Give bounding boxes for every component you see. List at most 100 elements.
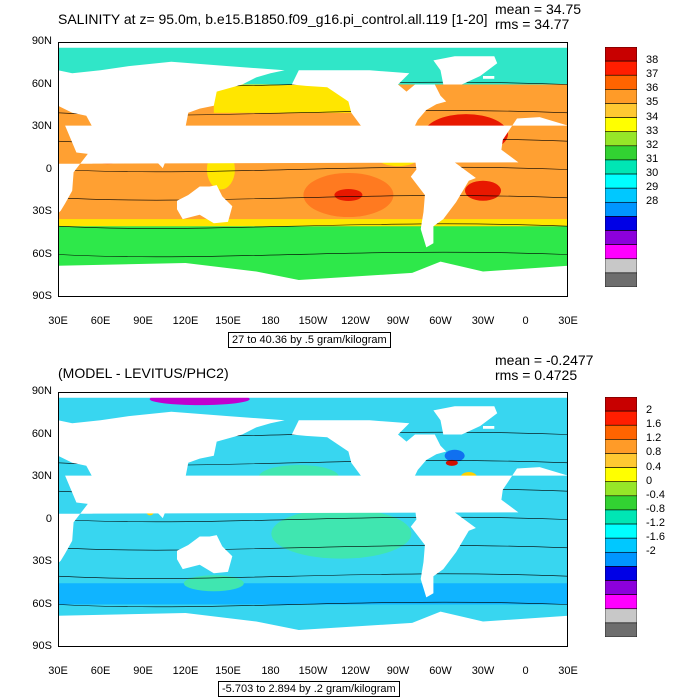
- colorbar-swatch: [605, 424, 637, 440]
- y-tick-label: 90N: [31, 385, 52, 397]
- colorbar-label: 28: [646, 195, 659, 208]
- labrador-negative: [444, 449, 465, 462]
- contour-line: [58, 166, 568, 173]
- land-samerica: [410, 153, 476, 248]
- mean-label: mean = 34.75: [495, 1, 582, 17]
- colorbar-swatch: [605, 566, 637, 581]
- colorbar-label: 0.8: [646, 446, 662, 459]
- x-tick-label: 120W: [341, 665, 370, 677]
- colorbar-swatch: [605, 453, 637, 468]
- colorbar-label: 30: [646, 167, 659, 180]
- y-tick-label: 60S: [32, 247, 52, 260]
- y-tick-label: 90S: [32, 290, 52, 302]
- difference-panel: (MODEL - LEVITUS/PHC2) mean = -0.2477 rm…: [0, 350, 700, 700]
- colorbar-swatch: [605, 580, 637, 595]
- colorbar-swatch: [605, 523, 637, 539]
- colorbar-label: 29: [646, 181, 659, 194]
- colorbar-swatch: [605, 187, 637, 203]
- x-tick-label: 60E: [90, 665, 111, 677]
- colorbar-swatch: [605, 439, 637, 454]
- y-tick-label: 90N: [31, 35, 52, 47]
- x-tick-label: 150W: [298, 665, 328, 677]
- x-tick-label: 60W: [429, 315, 452, 327]
- colorbar-label: 31: [646, 152, 659, 165]
- y-tick-label: 30N: [31, 470, 52, 482]
- x-tick-label: 150E: [215, 665, 241, 677]
- colorbar-label: -1.2: [646, 517, 665, 530]
- colorbar-label: 37: [646, 68, 659, 81]
- colorbar-swatch: [605, 244, 637, 260]
- x-tick-label: 90W: [386, 665, 410, 677]
- colorbar-label: 34: [646, 110, 659, 123]
- x-tick-label: 30E: [558, 665, 578, 677]
- x-tick-label: 30E: [558, 315, 578, 327]
- colorbar-swatch: [605, 258, 637, 274]
- colorbar-swatch: [605, 216, 637, 231]
- x-tick-label: 120W: [341, 315, 370, 327]
- land-australia: [177, 185, 233, 224]
- rms-label: rms = 34.77: [495, 16, 570, 32]
- land-arctic_cap: [58, 392, 568, 398]
- colorbar-swatch: [605, 103, 637, 118]
- land-greenland: [433, 406, 498, 435]
- plot-title: SALINITY at z= 95.0m, b.e15.B1850.f09_g1…: [58, 11, 488, 27]
- colorbar-swatch: [605, 131, 637, 147]
- land-eurasia: [58, 411, 285, 519]
- colorbar-swatch: [605, 74, 637, 90]
- subpolar-band: [58, 219, 568, 227]
- south-pacific-core: [334, 189, 363, 201]
- difference-colorbar: [605, 397, 637, 637]
- colorbar-swatch: [605, 608, 637, 624]
- colorbar-swatch: [605, 145, 637, 161]
- colorbar-swatch: [605, 410, 637, 426]
- land-antarctica: [58, 261, 568, 297]
- land-australia: [177, 535, 233, 574]
- colorbar-swatch: [605, 622, 637, 637]
- x-tick-label: 30E: [48, 665, 68, 677]
- land-greenland: [433, 56, 498, 85]
- rms-label: rms = 0.4725: [495, 367, 578, 383]
- colorbar-swatch: [605, 537, 637, 553]
- colorbar-label: 2: [646, 404, 653, 417]
- x-tick-label: 30W: [471, 315, 495, 327]
- contour-line: [58, 251, 568, 258]
- colorbar-label: -0.4: [646, 488, 665, 501]
- southern-negative-band: [58, 583, 568, 605]
- y-tick-label: 0: [45, 512, 52, 525]
- x-tick-label: 150W: [298, 315, 328, 327]
- colorbar-swatch: [605, 594, 637, 610]
- pacific-positive: [271, 508, 412, 559]
- colorbar-swatch: [605, 481, 637, 497]
- land-europe_n: [483, 76, 495, 79]
- plot-title: (MODEL - LEVITUS/PHC2): [58, 365, 229, 381]
- contour-line: [58, 516, 568, 523]
- x-tick-label: 0: [522, 665, 529, 677]
- x-tick-label: 120E: [172, 665, 199, 677]
- y-tick-label: 30N: [31, 120, 52, 132]
- colorbar-label: 38: [646, 54, 659, 67]
- contour-info: 27 to 40.36 by .5 gram/kilogram: [228, 332, 391, 348]
- colorbar-label: -2: [646, 545, 656, 558]
- colorbar-swatch: [605, 173, 637, 189]
- south-atlantic-max: [465, 180, 501, 201]
- contour-line: [58, 223, 568, 229]
- colorbar-label: 35: [646, 96, 659, 109]
- colorbar-swatch: [605, 159, 637, 175]
- y-tick-label: 90S: [32, 640, 52, 652]
- colorbar-swatch: [605, 201, 637, 217]
- land-africa: [58, 117, 568, 214]
- land-namerica: [291, 420, 447, 510]
- salinity-panel: SALINITY at z= 95.0m, b.e15.B1850.f09_g1…: [31, 1, 659, 348]
- colorbar-label: 32: [646, 138, 659, 151]
- y-tick-label: 0: [45, 162, 52, 175]
- colorbar-label: 1.2: [646, 432, 662, 445]
- difference-map: [58, 392, 568, 647]
- map-frame: [58, 42, 568, 297]
- contour-line: [58, 545, 568, 551]
- gulfstream-max: [445, 459, 458, 466]
- x-tick-label: 60W: [429, 665, 452, 677]
- salinity-colorbar: [605, 47, 637, 287]
- y-tick-label: 60N: [31, 77, 52, 90]
- x-tick-label: 150E: [215, 315, 241, 327]
- colorbar-label: 0: [646, 474, 653, 487]
